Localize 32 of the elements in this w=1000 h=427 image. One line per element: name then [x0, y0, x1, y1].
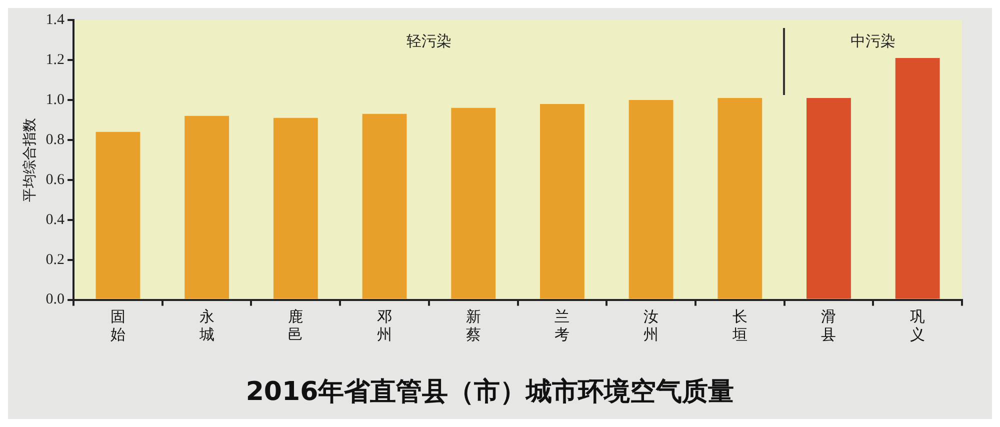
y-tick-label: 0.8 — [46, 132, 65, 148]
x-tick-label: 滑县 — [821, 308, 836, 344]
annotation: 中污染 — [850, 32, 896, 50]
x-tick-label: 巩义 — [910, 308, 926, 344]
x-tick-label: 兰考 — [554, 308, 570, 344]
bar — [718, 98, 762, 299]
y-axis-title: 平均综合指数 — [22, 118, 38, 202]
x-tick-label: 新蔡 — [466, 308, 481, 344]
bar — [895, 58, 940, 299]
y-tick-label: 1.4 — [46, 12, 66, 28]
text: 2016年省直管县（市）城市环境空气质量 — [246, 377, 734, 408]
y-tick-label: 1.0 — [46, 92, 65, 108]
y-tick-label: 0.4 — [46, 212, 66, 228]
bar — [540, 104, 584, 299]
bar — [451, 108, 496, 299]
annotation: 轻污染 — [406, 32, 452, 50]
bar — [184, 116, 230, 299]
x-tick-label: 长垣 — [731, 308, 748, 344]
bar — [96, 132, 140, 299]
x-tick-label: 鹿邑 — [288, 308, 304, 344]
y-tick-label: 0.0 — [46, 292, 65, 308]
bar — [806, 98, 851, 299]
bar — [628, 100, 674, 299]
bar — [362, 114, 407, 299]
x-tick-label: 汝州 — [644, 308, 659, 344]
bar — [273, 118, 318, 299]
y-tick-label: 0.6 — [46, 172, 66, 188]
x-tick-label: 永城 — [198, 308, 214, 344]
y-tick-label: 1.2 — [46, 52, 65, 68]
x-tick-label: 邓州 — [377, 308, 392, 344]
x-tick-label: 固始 — [110, 308, 126, 344]
y-tick-label: 0.2 — [46, 252, 65, 268]
